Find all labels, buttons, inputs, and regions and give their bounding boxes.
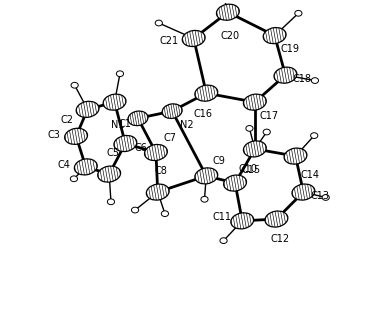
Text: C11: C11: [213, 212, 232, 222]
Ellipse shape: [114, 135, 137, 151]
Ellipse shape: [310, 133, 318, 139]
Ellipse shape: [71, 82, 78, 88]
Text: C10: C10: [239, 164, 258, 174]
Text: C15: C15: [242, 165, 261, 175]
Text: C9: C9: [213, 157, 226, 166]
Text: C7: C7: [163, 133, 176, 143]
Ellipse shape: [244, 141, 266, 157]
Ellipse shape: [74, 159, 97, 175]
Text: C16: C16: [193, 109, 212, 119]
Ellipse shape: [70, 176, 77, 182]
Ellipse shape: [195, 168, 218, 184]
Ellipse shape: [108, 199, 115, 205]
Ellipse shape: [292, 184, 315, 200]
Ellipse shape: [201, 196, 208, 202]
Text: C8: C8: [155, 166, 168, 176]
Ellipse shape: [182, 30, 205, 47]
Ellipse shape: [220, 238, 227, 244]
Ellipse shape: [195, 85, 218, 101]
Ellipse shape: [103, 94, 126, 110]
Ellipse shape: [265, 211, 288, 227]
Ellipse shape: [145, 144, 167, 161]
Ellipse shape: [217, 4, 239, 20]
Text: C19: C19: [280, 44, 299, 54]
Text: C20: C20: [220, 31, 239, 41]
Ellipse shape: [131, 207, 139, 213]
Ellipse shape: [274, 67, 297, 83]
Text: C18: C18: [292, 75, 311, 85]
Ellipse shape: [284, 148, 307, 164]
Ellipse shape: [146, 184, 169, 200]
Ellipse shape: [76, 101, 99, 117]
Ellipse shape: [161, 211, 169, 216]
Text: C6: C6: [134, 143, 147, 153]
Text: C5: C5: [106, 148, 119, 158]
Ellipse shape: [128, 111, 148, 126]
Ellipse shape: [224, 175, 246, 191]
Ellipse shape: [322, 194, 329, 200]
Ellipse shape: [117, 71, 124, 77]
Text: C3: C3: [47, 130, 60, 140]
Ellipse shape: [155, 20, 162, 26]
Ellipse shape: [244, 94, 266, 110]
Text: C12: C12: [271, 234, 290, 244]
Ellipse shape: [263, 129, 270, 135]
Ellipse shape: [246, 126, 253, 131]
Ellipse shape: [295, 10, 302, 16]
Text: C4: C4: [57, 160, 70, 170]
Text: C2: C2: [60, 115, 73, 125]
Text: C13: C13: [310, 192, 329, 202]
Ellipse shape: [311, 78, 319, 83]
Text: C17: C17: [260, 111, 279, 121]
Text: N1: N1: [111, 120, 125, 130]
Ellipse shape: [162, 104, 182, 119]
Ellipse shape: [98, 166, 120, 182]
Text: C1: C1: [119, 119, 132, 129]
Text: C21: C21: [160, 36, 179, 47]
Ellipse shape: [231, 213, 254, 229]
Ellipse shape: [65, 128, 88, 144]
Text: C14: C14: [300, 170, 319, 180]
Text: N2: N2: [180, 120, 194, 130]
Ellipse shape: [263, 27, 286, 44]
